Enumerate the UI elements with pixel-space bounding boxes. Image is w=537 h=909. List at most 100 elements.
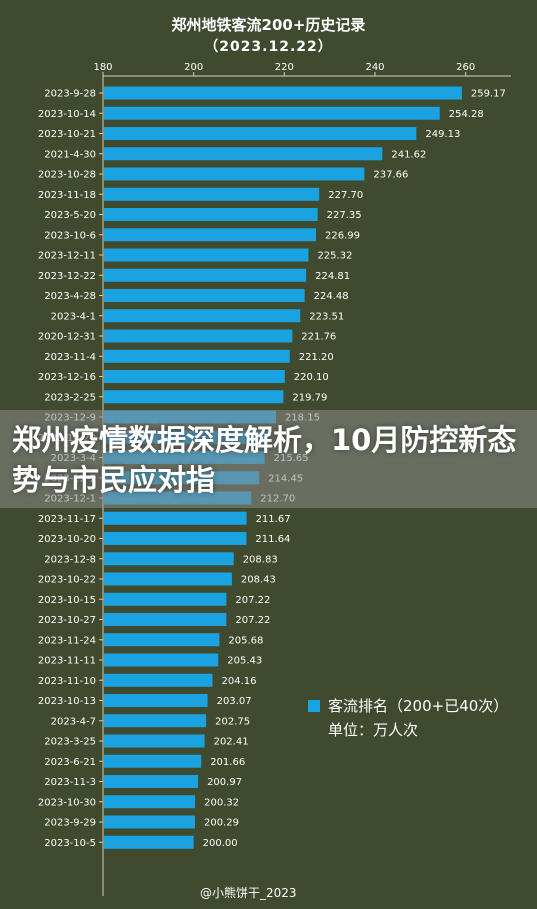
x-tick-label: 260	[456, 62, 475, 73]
bar	[104, 653, 219, 667]
category-label: 2020-12-31	[38, 332, 96, 343]
bar	[104, 795, 196, 809]
category-label: 2021-4-30	[44, 149, 96, 160]
bar	[104, 187, 320, 201]
bar	[104, 329, 293, 343]
value-label: 211.64	[255, 534, 290, 545]
value-label: 201.66	[210, 757, 245, 768]
bar	[104, 309, 301, 323]
bar	[104, 167, 365, 181]
bar	[104, 835, 194, 849]
value-label: 203.07	[217, 696, 252, 707]
bar	[104, 532, 247, 545]
category-label: 2023-11-3	[44, 777, 96, 788]
bar	[104, 147, 383, 161]
bar	[104, 673, 213, 687]
bar	[104, 289, 305, 302]
bar	[104, 86, 462, 100]
bar	[104, 248, 309, 262]
category-label: 2023-3-25	[44, 737, 96, 748]
category-label: 2023-12-22	[38, 271, 96, 282]
legend: 客流排名（200+已40次） 单位：万人次	[308, 694, 508, 742]
bar	[104, 694, 208, 707]
value-label: 202.75	[215, 716, 250, 727]
value-label: 227.35	[327, 210, 362, 221]
value-label: 226.99	[325, 230, 360, 241]
value-label: 224.81	[315, 271, 350, 282]
category-label: 2023-11-4	[44, 352, 96, 363]
value-label: 211.67	[256, 514, 291, 525]
category-label: 2023-12-8	[44, 554, 96, 565]
category-label: 2023-10-22	[38, 575, 96, 586]
value-label: 205.68	[228, 635, 263, 646]
watermark: @小熊饼干_2023	[200, 886, 297, 900]
value-label: 200.00	[203, 838, 238, 849]
bar	[104, 268, 307, 282]
category-label: 2023-10-27	[38, 615, 96, 626]
category-label: 2023-11-24	[38, 635, 96, 646]
bar	[104, 613, 227, 626]
value-label: 219.79	[292, 392, 327, 403]
category-label: 2023-10-15	[38, 595, 96, 606]
x-tick-label: 220	[275, 62, 294, 73]
category-label: 2023-10-21	[38, 129, 96, 140]
legend-series-label: 客流排名（200+已40次）	[328, 697, 509, 715]
value-label: 225.32	[317, 251, 352, 262]
category-label: 2023-11-11	[38, 656, 96, 667]
category-label: 2023-10-5	[44, 838, 96, 849]
category-label: 2023-10-20	[38, 534, 96, 545]
legend-unit: 单位：万人次	[308, 718, 508, 742]
bar	[104, 815, 195, 829]
category-label: 2023-9-28	[44, 89, 96, 100]
category-label: 2023-6-21	[44, 757, 96, 768]
x-tick-label: 200	[184, 62, 203, 73]
value-label: 204.16	[222, 676, 257, 687]
value-label: 241.62	[391, 149, 426, 160]
bar	[104, 572, 232, 586]
bar	[104, 390, 284, 404]
x-tick-label: 180	[93, 62, 112, 73]
bar	[104, 208, 318, 221]
bar	[104, 106, 440, 120]
category-label: 2023-11-18	[38, 190, 96, 201]
value-label: 208.83	[243, 554, 278, 565]
value-label: 200.97	[207, 777, 242, 788]
category-label: 2023-11-10	[38, 676, 96, 687]
chart-subtitle: （2023.12.22）	[204, 39, 333, 55]
category-label: 2023-12-11	[38, 251, 96, 262]
bar	[104, 370, 285, 383]
value-label: 254.28	[449, 109, 484, 120]
value-label: 207.22	[235, 615, 270, 626]
x-tick-label: 240	[365, 62, 384, 73]
value-label: 259.17	[471, 89, 506, 100]
category-label: 2023-9-29	[44, 818, 96, 829]
category-label: 2023-11-17	[38, 514, 96, 525]
value-label: 223.51	[309, 311, 344, 322]
category-label: 2023-4-7	[51, 716, 96, 727]
category-label: 2023-12-16	[38, 372, 96, 383]
category-label: 2023-10-28	[38, 170, 96, 181]
category-label: 2023-10-6	[44, 230, 96, 241]
headline-banner	[0, 410, 537, 508]
value-label: 207.22	[235, 595, 270, 606]
category-label: 2023-2-25	[44, 392, 96, 403]
headline-text: 郑州疫情数据深度解析，10月防控新态势与市民应对指	[12, 423, 517, 497]
value-label: 200.32	[204, 797, 239, 808]
legend-unit-label: 单位：万人次	[328, 721, 419, 739]
value-label: 249.13	[425, 129, 460, 140]
value-label: 202.41	[214, 737, 249, 748]
bar	[104, 228, 317, 242]
value-label: 237.66	[373, 170, 408, 181]
bar	[104, 127, 417, 140]
value-label: 200.29	[204, 818, 239, 829]
chart-title: 郑州地铁客流200+历史记录	[171, 16, 366, 34]
bar	[104, 552, 234, 566]
bar	[104, 714, 207, 728]
value-label: 227.70	[328, 190, 363, 201]
legend-swatch	[308, 700, 320, 712]
bar	[104, 734, 205, 748]
value-label: 224.48	[314, 291, 349, 302]
value-label: 221.76	[301, 332, 336, 343]
bar	[104, 754, 202, 768]
value-label: 221.20	[299, 352, 334, 363]
